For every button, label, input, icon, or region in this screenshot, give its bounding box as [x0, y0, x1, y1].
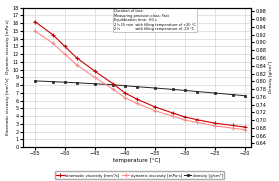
dynamic viscosity [mPa·s] [123, 96, 127, 99]
dynamic viscosity [mPa·s] [33, 30, 37, 32]
dynamic viscosity [mPa·s] [231, 127, 235, 129]
density [g/cm³] [75, 82, 78, 84]
kinematic viscosity [mm²/s] [63, 45, 66, 47]
kinematic viscosity [mm²/s] [183, 116, 187, 118]
density [g/cm³] [243, 95, 247, 97]
Y-axis label: Density [g/cm³]: Density [g/cm³] [269, 61, 273, 93]
X-axis label: temperature [°C]: temperature [°C] [113, 158, 160, 163]
kinematic viscosity [mm²/s] [111, 83, 114, 85]
dynamic viscosity [mPa·s] [213, 125, 217, 127]
kinematic viscosity [mm²/s] [153, 106, 157, 108]
density [g/cm³] [123, 85, 127, 87]
Line: dynamic viscosity [mPa·s]: dynamic viscosity [mPa·s] [32, 28, 247, 132]
dynamic viscosity [mPa·s] [51, 42, 54, 44]
kinematic viscosity [mm²/s] [171, 112, 175, 114]
kinematic viscosity [mm²/s] [213, 122, 217, 124]
kinematic viscosity [mm²/s] [123, 92, 127, 94]
kinematic viscosity [mm²/s] [231, 124, 235, 127]
kinematic viscosity [mm²/s] [135, 98, 139, 100]
dynamic viscosity [mPa·s] [93, 76, 97, 79]
Text: Duration of test:
Measuring precision class: Fast
Equilibration time:  60 s
2 h : Duration of test: Measuring precision cl… [114, 9, 196, 31]
density [g/cm³] [63, 81, 66, 83]
dynamic viscosity [mPa·s] [63, 53, 66, 55]
dynamic viscosity [mPa·s] [153, 110, 157, 112]
dynamic viscosity [mPa·s] [183, 119, 187, 121]
density [g/cm³] [213, 92, 217, 94]
density [g/cm³] [231, 94, 235, 96]
dynamic viscosity [mPa·s] [243, 129, 247, 131]
dynamic viscosity [mPa·s] [195, 121, 199, 123]
density [g/cm³] [153, 87, 157, 89]
Y-axis label: Kinematic viscosity [mm²/s]   Dynamic viscosity [mPa·s]: Kinematic viscosity [mm²/s] Dynamic visc… [6, 20, 9, 135]
density [g/cm³] [33, 80, 37, 82]
dynamic viscosity [mPa·s] [171, 115, 175, 117]
dynamic viscosity [mPa·s] [75, 64, 78, 66]
dynamic viscosity [mPa·s] [111, 88, 114, 90]
Line: density [g/cm³]: density [g/cm³] [33, 79, 246, 97]
density [g/cm³] [171, 88, 175, 90]
density [g/cm³] [51, 81, 54, 83]
density [g/cm³] [195, 90, 199, 93]
density [g/cm³] [183, 89, 187, 92]
density [g/cm³] [93, 83, 97, 85]
kinematic viscosity [mm²/s] [243, 126, 247, 128]
kinematic viscosity [mm²/s] [33, 20, 37, 23]
density [g/cm³] [135, 86, 139, 88]
kinematic viscosity [mm²/s] [195, 119, 199, 121]
kinematic viscosity [mm²/s] [75, 57, 78, 59]
kinematic viscosity [mm²/s] [93, 70, 97, 72]
Legend: kinematic viscosity [mm²/s], dynamic viscosity [mPa·s], density [g/cm³]: kinematic viscosity [mm²/s], dynamic vis… [55, 171, 224, 179]
density [g/cm³] [111, 84, 114, 86]
kinematic viscosity [mm²/s] [51, 34, 54, 36]
Line: kinematic viscosity [mm²/s]: kinematic viscosity [mm²/s] [32, 19, 247, 129]
dynamic viscosity [mPa·s] [135, 102, 139, 104]
